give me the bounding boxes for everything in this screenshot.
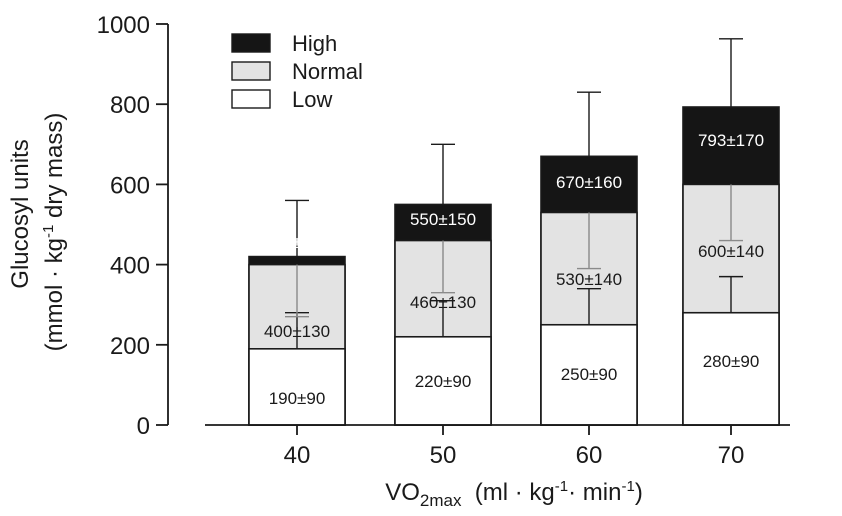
bar-low-50 [394, 335, 492, 426]
value-label-high-70: 793±170 [698, 131, 764, 150]
x-axis-title: VO2max (ml · kg-1· min-1) [385, 478, 643, 510]
y-axis-title-rest: dry mass) [41, 113, 68, 225]
legend-swatch-normal [231, 61, 271, 81]
value-label-normal-60: 530±140 [556, 270, 622, 289]
y-tick-label-200: 200 [110, 333, 150, 360]
x-tick-label-70: 70 [718, 442, 745, 469]
legend-label-high: High [292, 31, 337, 56]
x-axis-title-min: · min [568, 479, 621, 506]
value-label-normal-50: 460±130 [410, 293, 476, 312]
value-label-high-50: 550±150 [410, 210, 476, 229]
value-label-high-40: 420±140 [264, 233, 330, 252]
value-label-normal-40: 400±130 [264, 322, 330, 341]
bar-low-40 [248, 348, 346, 426]
y-tick-label-0: 0 [137, 413, 150, 440]
axes-layer: 0 200 400 600 800 1000 40 50 60 70 [97, 12, 790, 469]
legend-swatch-low [231, 89, 271, 109]
y-tick-label-600: 600 [110, 172, 150, 199]
legend-swatch-high [231, 33, 271, 53]
y-tick-label-1000: 1000 [97, 12, 150, 39]
x-axis-title-sup1: -1 [555, 478, 568, 495]
x-axis-title-close: ) [635, 479, 643, 506]
y-axis-title-sup: -1 [40, 225, 57, 238]
value-label-low-60: 250±90 [561, 365, 618, 384]
value-label-low-50: 220±90 [415, 372, 472, 391]
y-tick-label-800: 800 [110, 92, 150, 119]
x-axis-title-sub: 2max [420, 491, 462, 510]
value-label-low-40: 190±90 [269, 389, 326, 408]
value-label-normal-70: 600±140 [698, 242, 764, 261]
x-tick-label-50: 50 [430, 442, 457, 469]
value-label-low-70: 280±90 [703, 352, 760, 371]
bars-layer: 190±90 400±130 420±140 220±90 460±130 550±150… [248, 38, 780, 426]
legend-label-normal: Normal [292, 59, 363, 84]
x-axis-title-vo: VO [385, 479, 420, 506]
bar-low-70 [682, 311, 780, 426]
value-label-high-60: 670±160 [556, 173, 622, 192]
y-axis-title-unit: (mmol · kg [41, 238, 68, 351]
y-axis-title-line1: Glucosyl units [7, 139, 34, 288]
y-axis-title-line2: (mmol · kg-1 dry mass) [40, 113, 68, 352]
axis-titles: Glucosyl units (mmol · kg-1 dry mass) VO… [7, 113, 643, 510]
y-tick-label-400: 400 [110, 253, 150, 280]
x-tick-label-60: 60 [576, 442, 603, 469]
legend: High Normal Low [231, 31, 363, 112]
x-tick-label-40: 40 [284, 442, 311, 469]
legend-label-low: Low [292, 87, 332, 112]
x-axis-title-unit: (ml · kg [461, 479, 554, 506]
x-axis-title-sup2: -1 [621, 478, 634, 495]
